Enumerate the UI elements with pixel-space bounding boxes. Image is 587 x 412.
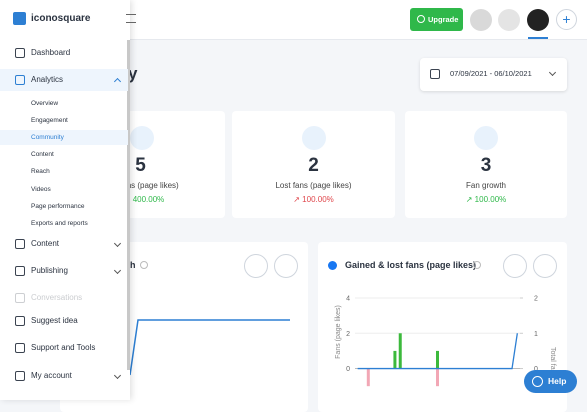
account-avatar[interactable] — [498, 9, 520, 31]
menu-label: My account — [31, 371, 72, 380]
account-avatar[interactable] — [527, 9, 549, 31]
add-account-button[interactable]: + — [556, 9, 577, 30]
submenu-item[interactable]: Content — [31, 151, 54, 159]
bar — [436, 368, 439, 387]
menu-item[interactable]: Conversations — [0, 287, 128, 309]
submenu-item[interactable]: Reach — [31, 168, 50, 176]
upgrade-button[interactable]: Upgrade — [410, 8, 463, 31]
facebook-icon — [328, 261, 337, 270]
submenu-item[interactable]: Engagement — [31, 117, 68, 125]
menu-label: Analytics — [31, 75, 64, 84]
sidebar: iconosquare Dashboard Analytics Content Pub… — [0, 0, 136, 400]
account-underline — [528, 37, 548, 39]
stat-card: 2 Lost fans (page likes) ↗ 100.00% — [232, 111, 395, 218]
menu-item[interactable]: Content — [0, 233, 128, 255]
menu-label: Conversations — [31, 293, 83, 302]
menu-icon — [15, 316, 25, 326]
info-icon — [473, 261, 481, 269]
menu-item[interactable]: Dashboard — [0, 42, 128, 64]
menu-icon — [15, 343, 25, 353]
stat-change-value: 100.00% — [474, 195, 507, 204]
stat-label: ans (page likes) — [122, 181, 179, 190]
menu-label: Support and Tools — [31, 343, 96, 352]
menu-item[interactable]: Analytics — [0, 69, 128, 91]
stat-card: 3 Fan growth ↗ 100.00% — [405, 111, 567, 218]
stat-change: ↗ 100.00% — [293, 195, 334, 204]
bar — [398, 333, 402, 369]
y2-tick-label: 1 — [534, 331, 538, 338]
upgrade-label: Upgrade — [428, 15, 459, 24]
chevron — [548, 68, 557, 77]
menu-icon — [15, 371, 25, 381]
line — [357, 333, 518, 370]
y-tick-label: 0 — [346, 366, 350, 373]
menu-label: Dashboard — [31, 48, 71, 57]
page-title: y — [128, 64, 138, 83]
card-icon — [302, 126, 326, 150]
submenu-item[interactable]: Overview — [31, 100, 59, 107]
help-icon — [532, 376, 543, 387]
y-axis-label: Fans (page likes) — [335, 305, 342, 359]
menu-item[interactable]: Support and Tools — [0, 337, 128, 359]
card-icon — [474, 126, 498, 150]
menu-item[interactable]: Publishing — [0, 260, 128, 282]
stat-value: 2 — [308, 155, 319, 176]
menu-label: Publishing — [31, 266, 68, 275]
date-range-picker[interactable]: 07/09/2021 - 06/10/2021 — [420, 58, 567, 91]
menu-item[interactable]: Suggest idea — [0, 310, 128, 332]
menu-label: Content — [31, 239, 60, 248]
logo-icon — [13, 12, 26, 25]
stat-label: Lost fans (page likes) — [275, 181, 352, 190]
stat-change: ↗ 100.00% — [465, 195, 507, 204]
help-label: Help — [548, 376, 567, 386]
submenu-item[interactable]: Page performance — [31, 202, 85, 210]
y-tick-label: 2 — [346, 331, 350, 338]
logo: iconosquare — [31, 13, 91, 24]
bar — [436, 350, 439, 369]
submenu-item[interactable]: Exports and reports — [31, 219, 88, 227]
menu-label: Suggest idea — [31, 316, 78, 325]
y2-tick-label: 0 — [534, 366, 538, 373]
stat-label: Fan growth — [465, 181, 507, 190]
panel-title: h — [130, 260, 136, 270]
y2-tick-label: 2 — [534, 296, 538, 303]
menu-toggle[interactable] — [126, 14, 136, 23]
bar — [393, 350, 397, 369]
card-icon — [130, 126, 154, 150]
bar-chart: Fans (page likes) Total fans 0 2 4 0 1 2 — [335, 296, 556, 387]
calendar-icon — [430, 69, 440, 79]
y-tick-label: 4 — [346, 296, 350, 303]
info-icon — [140, 261, 148, 269]
menu-icon — [15, 266, 25, 276]
table-view-button[interactable] — [244, 254, 268, 278]
help-button[interactable]: Help — [524, 370, 577, 393]
bar — [366, 368, 370, 387]
line-chart — [129, 319, 290, 376]
stat-change-value: 100.00% — [302, 195, 334, 204]
y2-axis-label: Total fans — [549, 347, 556, 377]
account-avatar[interactable] — [470, 9, 492, 31]
line — [129, 319, 290, 376]
menu-icon — [15, 48, 25, 58]
table-view-button[interactable] — [503, 254, 527, 278]
scrollbar — [127, 40, 130, 370]
menu-item[interactable]: My account — [0, 365, 128, 387]
stat-value: 5 — [135, 155, 146, 176]
menu-icon — [15, 75, 25, 85]
submenu-item[interactable]: Community — [0, 130, 128, 146]
date-range: 07/09/2021 - 06/10/2021 — [450, 69, 532, 78]
download-button[interactable] — [533, 254, 557, 278]
menu-icon — [15, 293, 25, 303]
stat-value: 3 — [480, 155, 492, 176]
menu-icon — [15, 239, 25, 249]
upgrade-icon — [417, 15, 425, 23]
stat-change: 400.00% — [132, 195, 165, 204]
download-button[interactable] — [274, 254, 298, 278]
panel-title: Gained & lost fans (page likes) — [345, 260, 477, 270]
submenu-item[interactable]: Videos — [31, 185, 51, 193]
